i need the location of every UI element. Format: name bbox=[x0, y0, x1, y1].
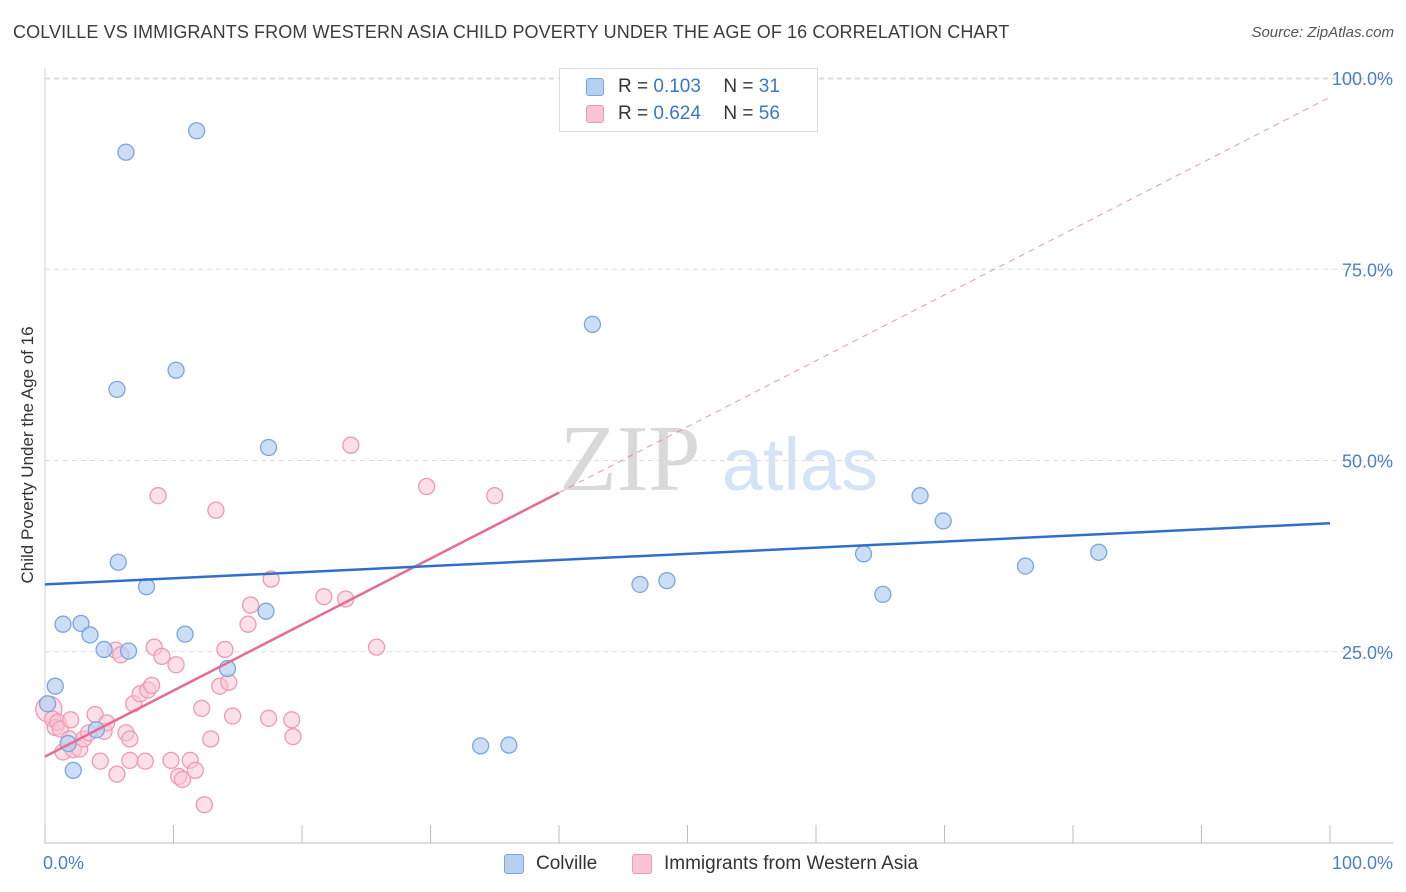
trend-line-immigrants bbox=[44, 491, 560, 758]
point-immigrants bbox=[216, 640, 234, 659]
point-colville bbox=[81, 626, 99, 644]
point-colville bbox=[54, 615, 72, 633]
point-immigrants bbox=[283, 711, 301, 729]
y-tick-label-25: 25.0% bbox=[1342, 643, 1393, 663]
y-tick-label-50: 50.0% bbox=[1342, 452, 1393, 472]
source-label: Source: ZipAtlas.com bbox=[1251, 24, 1394, 41]
bottom-legend-swatch-immigrants bbox=[632, 854, 652, 874]
point-immigrants bbox=[193, 699, 211, 718]
point-immigrants bbox=[259, 709, 278, 727]
legend-swatch-immigrants bbox=[586, 105, 604, 123]
point-immigrants bbox=[315, 588, 333, 606]
point-immigrants bbox=[202, 730, 220, 748]
point-colville bbox=[108, 380, 126, 399]
point-colville bbox=[176, 625, 194, 643]
point-colville bbox=[46, 677, 64, 695]
legend-n-value-immigrants: 56 bbox=[758, 103, 780, 124]
point-immigrants bbox=[167, 656, 185, 674]
point-immigrants bbox=[162, 751, 180, 770]
point-immigrants bbox=[153, 647, 171, 665]
bottom-legend-label-immigrants: Immigrants from Western Asia bbox=[664, 853, 919, 874]
series-immigrants-points bbox=[35, 436, 504, 814]
legend-r-label: R = bbox=[618, 76, 649, 97]
point-immigrants bbox=[342, 436, 360, 454]
point-colville bbox=[38, 695, 57, 713]
point-colville bbox=[471, 737, 490, 755]
point-immigrants bbox=[486, 487, 504, 505]
point-colville bbox=[95, 640, 113, 659]
point-colville bbox=[1090, 543, 1108, 561]
point-immigrants bbox=[186, 761, 204, 779]
legend-r-value-colville: 0.103 bbox=[653, 76, 701, 97]
point-immigrants bbox=[121, 730, 139, 748]
point-colville bbox=[119, 642, 138, 660]
point-colville bbox=[109, 553, 127, 571]
chart-title: COLVILLE VS IMMIGRANTS FROM WESTERN ASIA… bbox=[13, 22, 1010, 42]
point-colville bbox=[1016, 557, 1035, 575]
point-immigrants bbox=[62, 711, 80, 729]
grid-lines bbox=[45, 77, 1393, 653]
y-axis-label: Child Poverty Under the Age of 16 bbox=[18, 326, 37, 583]
y-tick-label-75: 75.0% bbox=[1342, 260, 1393, 280]
bottom-legend-swatch-colville bbox=[504, 854, 524, 874]
trend-line-colville bbox=[44, 521, 1331, 586]
point-immigrants bbox=[223, 707, 242, 725]
legend-r-value-immigrants: 0.624 bbox=[653, 103, 701, 124]
point-colville bbox=[631, 575, 649, 594]
point-immigrants bbox=[91, 752, 109, 770]
point-immigrants bbox=[108, 765, 126, 783]
legend-row-colville: R = 0.103 N = 31 bbox=[586, 75, 780, 99]
legend-swatch-colville bbox=[586, 78, 604, 96]
watermark-zip: ZIP bbox=[560, 407, 701, 511]
bottom-legend-label-colville: Colville bbox=[536, 853, 598, 874]
point-colville bbox=[583, 315, 602, 333]
point-colville bbox=[137, 578, 156, 596]
trend-line-immigrants-extrapolated bbox=[558, 96, 1331, 494]
series-colville-points bbox=[38, 122, 1108, 779]
point-immigrants bbox=[121, 751, 139, 770]
point-colville bbox=[64, 761, 82, 779]
point-colville bbox=[257, 602, 275, 620]
point-immigrants bbox=[284, 728, 302, 746]
point-immigrants bbox=[136, 752, 154, 770]
point-colville bbox=[500, 736, 518, 754]
legend-r-label: R = bbox=[618, 103, 649, 124]
point-colville bbox=[72, 614, 90, 633]
point-colville bbox=[167, 361, 185, 379]
tick-labels: 25.0% 50.0% 75.0% 100.0% 0.0% 100.0% bbox=[43, 69, 1393, 873]
point-immigrants bbox=[417, 477, 436, 496]
point-colville bbox=[854, 545, 873, 563]
point-colville bbox=[187, 122, 206, 140]
point-colville bbox=[259, 438, 278, 457]
x-tick-label-start: 0.0% bbox=[43, 853, 84, 873]
watermark-atlas: atlas bbox=[722, 423, 878, 506]
point-immigrants bbox=[367, 638, 386, 656]
point-immigrants bbox=[149, 487, 167, 505]
y-tick-label-100: 100.0% bbox=[1332, 69, 1393, 89]
legend-n-value-colville: 31 bbox=[758, 76, 780, 97]
point-colville bbox=[117, 143, 135, 161]
bottom-legend-colville: Colville bbox=[504, 852, 597, 876]
legend-row-immigrants: R = 0.624 N = 56 bbox=[586, 102, 780, 126]
point-immigrants bbox=[241, 596, 260, 614]
point-immigrants bbox=[195, 796, 213, 814]
bottom-legend-immigrants: Immigrants from Western Asia bbox=[632, 852, 918, 876]
x-tick-label-end: 100.0% bbox=[1332, 853, 1393, 873]
axes bbox=[44, 68, 1393, 844]
watermark: ZIP atlas bbox=[560, 407, 879, 511]
legend-n-label: N = bbox=[723, 76, 754, 97]
point-immigrants bbox=[173, 770, 192, 789]
point-colville bbox=[658, 571, 676, 590]
point-immigrants bbox=[207, 501, 225, 519]
trend-lines bbox=[44, 96, 1331, 758]
correlation-legend: R = 0.103 N = 31 R = 0.624 N = 56 bbox=[559, 68, 818, 132]
point-colville bbox=[934, 512, 952, 530]
point-immigrants bbox=[239, 615, 257, 633]
point-colville bbox=[874, 585, 892, 604]
legend-n-label: N = bbox=[723, 103, 754, 124]
point-immigrants bbox=[143, 676, 161, 695]
point-colville bbox=[911, 487, 929, 505]
